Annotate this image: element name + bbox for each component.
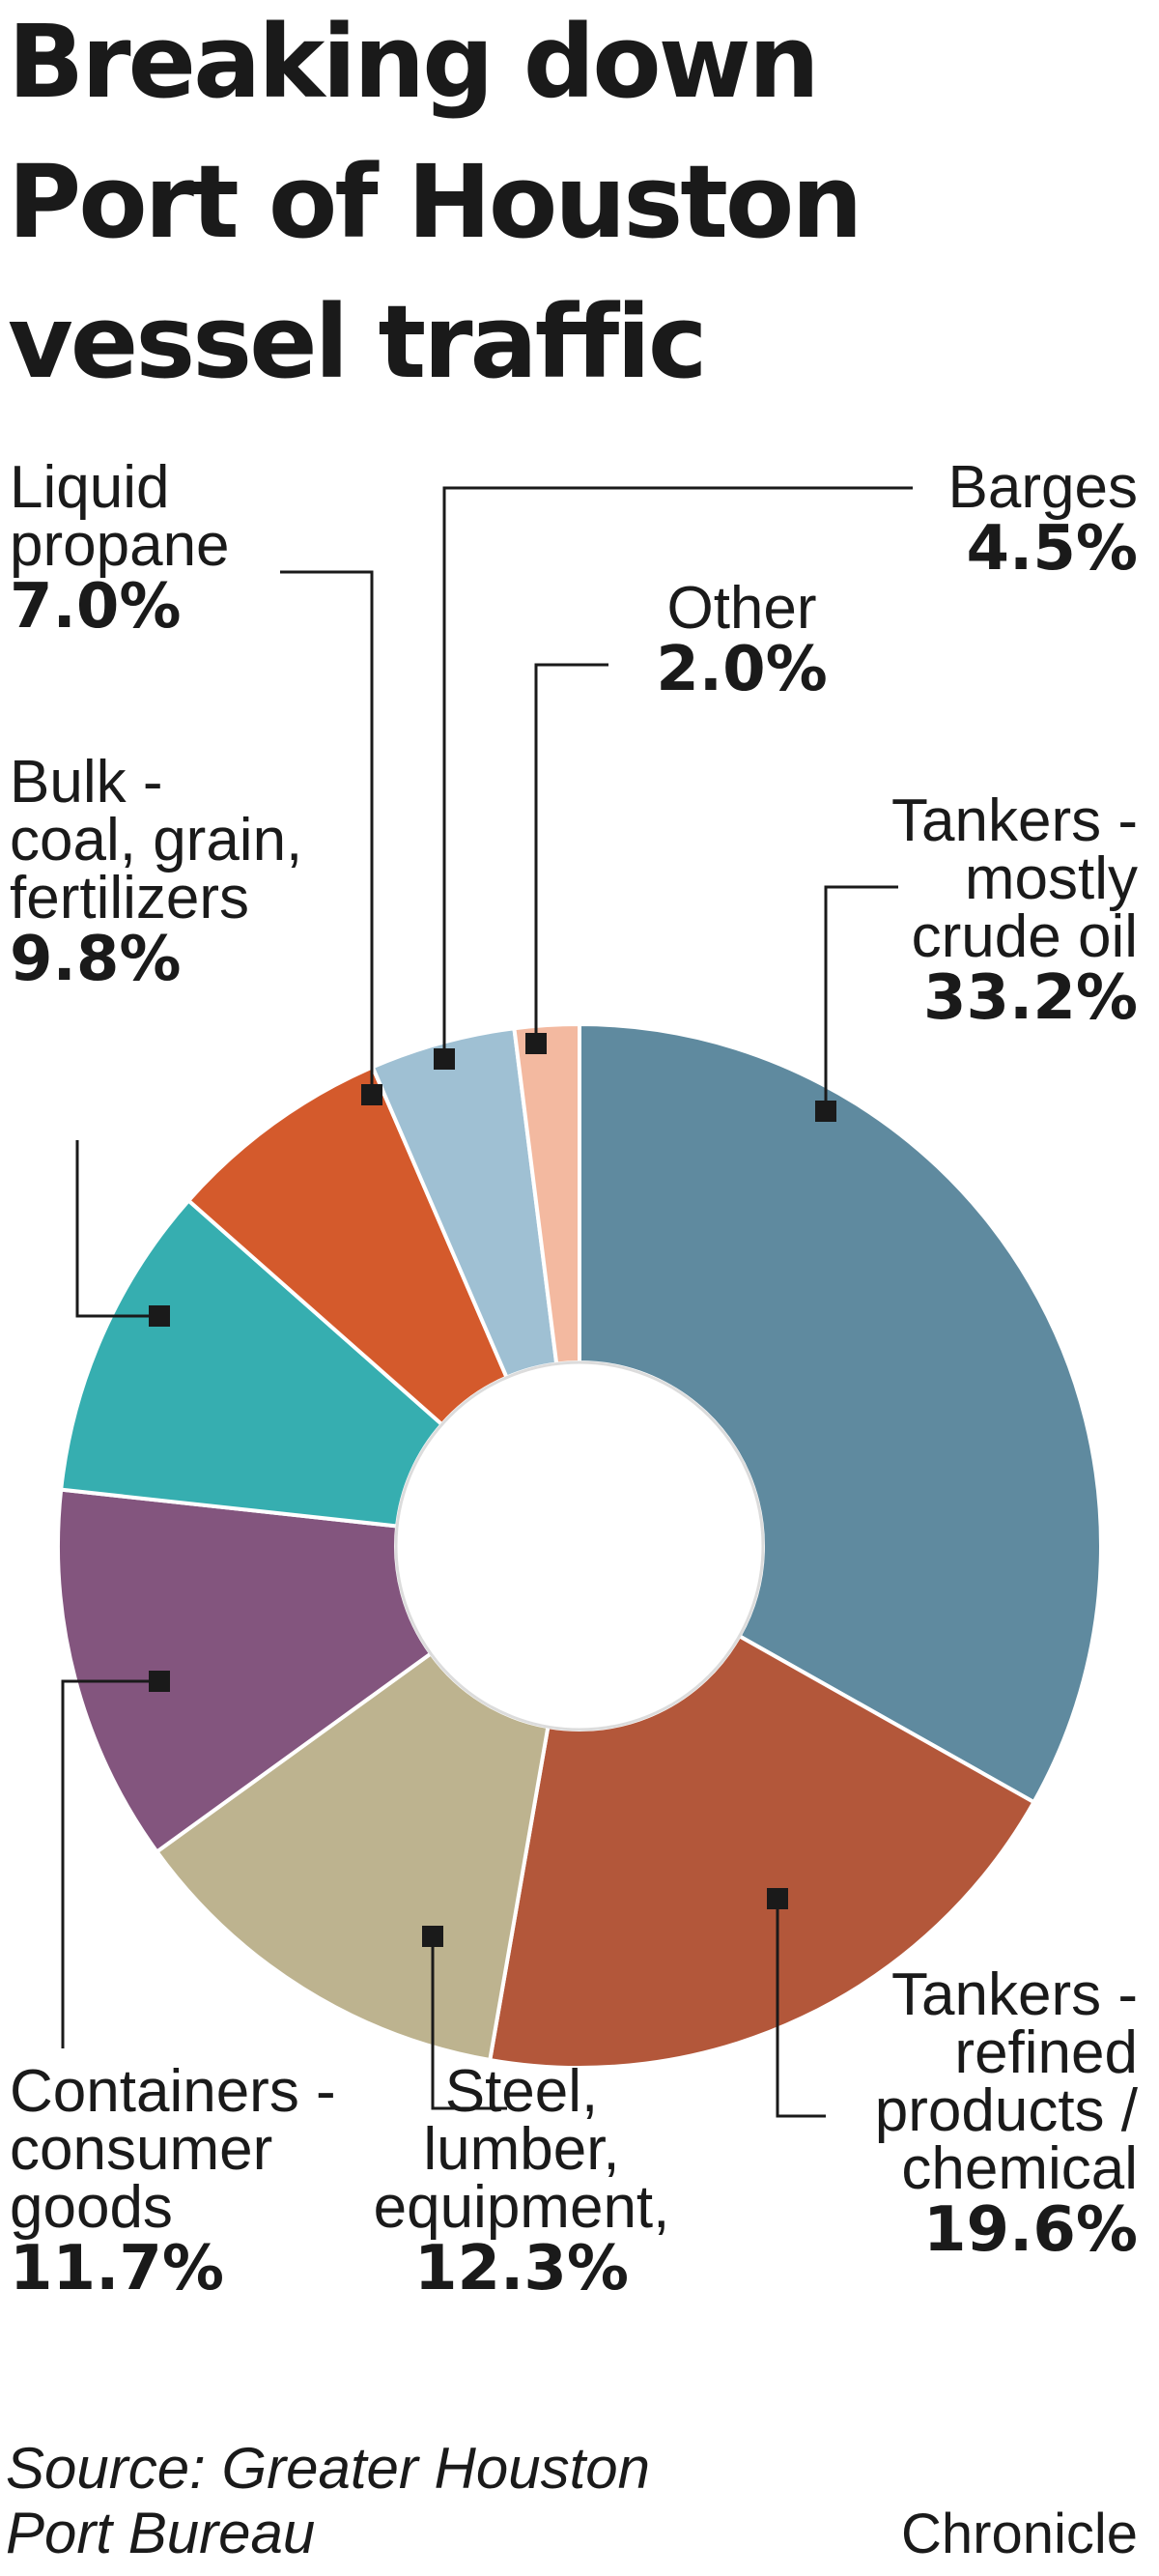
source-line-1: Source: Greater Houston: [6, 2436, 650, 2501]
slice-label-1-line-0: Tankers -: [891, 1961, 1138, 2028]
slice-value-6: 4.5%: [967, 513, 1139, 585]
leader-line-5: [280, 570, 374, 1095]
slice-value-2: 12.3%: [414, 2233, 629, 2304]
donut-chart: [54, 1020, 1105, 2072]
slice-label-3-line-1: consumer: [10, 2116, 272, 2183]
title-block: Breaking down Port of Houston vessel tra…: [8, 3, 862, 401]
slice-label-1-line-1: refined: [954, 2019, 1138, 2086]
leader-line-7: [534, 663, 608, 1044]
slice-label-2-line-2: equipment,: [374, 2174, 670, 2241]
credit: Chronicle: [901, 2503, 1138, 2565]
footer: Source: Greater Houston Port Bureau Chro…: [6, 2436, 1138, 2565]
leader-marker-5: [361, 1084, 382, 1105]
slice-label-2-line-1: lumber,: [423, 2116, 619, 2183]
slice-label-4-line-2: fertilizers: [10, 865, 249, 931]
slice-label-5-line-1: propane: [10, 512, 230, 579]
slice-label-2-line-0: Steel,: [445, 2058, 599, 2125]
donut-hole: [394, 1360, 765, 1732]
leader-lines: [61, 486, 913, 2118]
slice-value-0: 33.2%: [923, 962, 1138, 1034]
title-line-2: Port of Houston: [8, 143, 860, 261]
slice-label-0-line-2: crude oil: [912, 903, 1138, 970]
leader-marker-6: [434, 1048, 455, 1070]
slice-value-5: 7.0%: [10, 571, 182, 643]
slice-value-7: 2.0%: [656, 634, 828, 705]
leader-marker-2: [422, 1926, 443, 1947]
slice-value-1: 19.6%: [923, 2194, 1138, 2266]
leader-marker-0: [815, 1101, 836, 1122]
title-line-1: Breaking down: [8, 3, 817, 121]
leader-line-6: [442, 486, 913, 1059]
leader-line-3: [61, 1679, 159, 2048]
title-line-3: vessel traffic: [8, 283, 705, 401]
slice-label-6-line-0: Barges: [948, 454, 1138, 521]
slice-label-1-line-3: chemical: [901, 2135, 1138, 2202]
slice-label-3-line-2: goods: [10, 2174, 173, 2241]
source-line-2: Port Bureau: [6, 2501, 315, 2565]
slice-value-4: 9.8%: [10, 924, 182, 995]
leader-marker-7: [525, 1033, 547, 1054]
slice-label-3-line-0: Containers -: [10, 2058, 336, 2125]
leader-line-2: [431, 1936, 507, 2110]
slice-label-4-line-0: Bulk -: [10, 749, 162, 816]
leader-line-4: [75, 1140, 159, 1318]
leader-line-1: [776, 1899, 826, 2118]
slice-label-5-line-0: Liquid: [10, 454, 169, 521]
slice-label-0-line-1: mostly: [965, 845, 1138, 912]
leader-marker-3: [149, 1671, 170, 1692]
slice-label-0-line-0: Tankers -: [891, 787, 1138, 854]
slice-label-1-line-2: products /: [875, 2077, 1139, 2144]
slice-label-2: Steel,lumber,equipment,12.3%: [374, 2058, 670, 2304]
leader-marker-4: [149, 1305, 170, 1327]
slice-value-3: 11.7%: [10, 2233, 224, 2304]
slice-label-7-line-0: Other: [666, 575, 816, 642]
leader-marker-1: [767, 1888, 788, 1909]
slice-label-4-line-1: coal, grain,: [10, 807, 302, 873]
leader-line-0: [824, 885, 898, 1111]
